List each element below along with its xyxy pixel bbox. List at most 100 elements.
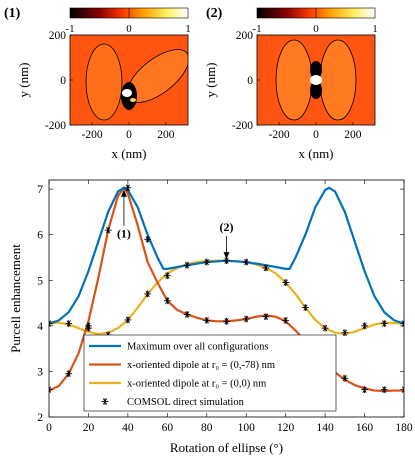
annotation-label: (2) — [220, 220, 234, 234]
comsol-marker — [400, 386, 404, 394]
comsol-marker — [104, 226, 112, 234]
ellipse-2-right — [319, 39, 357, 121]
map-1-axes: -200 0 200 200 0 -200 — [45, 30, 175, 141]
annotation-label: (1) — [117, 227, 131, 241]
x-tick-label: 20 — [83, 422, 95, 434]
colorbar-2-tick-min: -1 — [252, 23, 261, 35]
comsol-marker — [341, 329, 349, 337]
x-tick-label: 180 — [395, 422, 413, 434]
comsol-marker — [223, 317, 230, 325]
comsol-marker — [144, 290, 152, 298]
map-1-ytick-label: -200 — [45, 120, 66, 132]
comsol-marker — [49, 386, 53, 394]
map-2-ytick-label: 0 — [247, 75, 253, 87]
comsol-marker — [163, 272, 171, 280]
main-xlabel: Rotation of ellipse (°) — [170, 440, 283, 455]
colorbar-2-tick-max: 1 — [372, 23, 378, 35]
map-2-axes: -200 0 200 200 0 -200 — [232, 30, 362, 141]
x-tick-label: 0 — [46, 422, 52, 434]
comsol-marker — [361, 386, 368, 394]
comsol-marker — [49, 320, 53, 327]
comsol-marker — [301, 304, 309, 312]
map-2-ytick-label: 200 — [236, 30, 254, 42]
comsol-marker — [183, 261, 191, 269]
x-tick-label: 80 — [201, 422, 213, 434]
legend-label: x-oriented dipole at r₀ = (0,0) nm — [127, 379, 266, 390]
map-1-ylabel: y (nm) — [16, 62, 31, 97]
purcell-chart: 0 20 40 60 80 100 120 140 160 180 2 3 4 5 6 7 (1) (2) Ro… — [8, 179, 413, 455]
field-map-2 — [257, 35, 375, 125]
comsol-marker — [124, 316, 132, 324]
y-tick-label: 3 — [37, 366, 43, 378]
comsol-marker — [163, 297, 171, 305]
panel-tag-1: (1) — [4, 6, 21, 21]
map-2-ylabel: y (nm) — [203, 62, 218, 97]
hotspot-2-bright — [310, 75, 322, 85]
annotation-2: (2) — [220, 220, 234, 260]
map-2-xtick-label: 0 — [313, 129, 319, 141]
comsol-marker — [361, 322, 368, 330]
comsol-marker — [242, 315, 250, 323]
map-1-xtick-label: -200 — [82, 129, 103, 141]
map-1-xlabel: x (nm) — [111, 146, 146, 161]
x-tick-label: 60 — [162, 422, 174, 434]
x-tick-label: 120 — [277, 422, 295, 434]
comsol-marker — [282, 316, 290, 324]
comsol-marker — [380, 320, 388, 327]
annotations: (1) (2) — [117, 189, 234, 260]
comsol-marker — [262, 264, 270, 272]
legend-entry: Maximum over all configurations — [89, 342, 268, 353]
colorbar-2: -1 0 1 — [252, 7, 378, 35]
x-tick-label: 140 — [316, 422, 334, 434]
comsol-marker — [321, 324, 329, 332]
hotspot-2-dark-top — [310, 61, 322, 79]
map-2-xtick-label: 200 — [344, 129, 362, 141]
legend-marker — [101, 398, 109, 405]
colorbar-2-tick-mid: 0 — [313, 23, 319, 35]
map-2-xlabel: x (nm) — [298, 146, 333, 161]
comsol-marker — [282, 279, 290, 286]
panel-tag-2: (2) — [206, 6, 223, 21]
legend-label: x-oriented dipole at r₀ = (0,-78) nm — [127, 360, 275, 371]
comsol-marker — [183, 311, 191, 318]
map-panel-2: (2) -1 0 1 -200 0 200 200 0 -200 x (nm) y (nm… — [203, 6, 378, 161]
main-ylabel: Purcell enhancement — [8, 244, 23, 353]
comsol-marker — [65, 320, 73, 327]
map-2-xtick-label: -200 — [269, 129, 290, 141]
comsol-marker — [124, 184, 132, 192]
hotspot-1-bright — [122, 89, 132, 97]
legend: Maximum over all configurations x-oriente… — [83, 334, 337, 412]
comsol-marker — [242, 258, 250, 266]
map-1-ytick-label: 0 — [60, 75, 66, 87]
ellipse-2-left — [275, 39, 313, 121]
legend-box — [83, 334, 337, 412]
hotspot-2-dark-bottom — [310, 81, 322, 99]
y-tick-label: 5 — [37, 275, 43, 287]
legend-entry: x-oriented dipole at r₀ = (0,0) nm — [89, 379, 266, 390]
colorbar-1-tick-max: 1 — [185, 23, 191, 35]
y-tick-label: 4 — [37, 321, 43, 333]
y-tick-label: 2 — [37, 412, 43, 424]
map-2-ytick-label: -200 — [232, 120, 253, 132]
x-tick-label: 40 — [122, 422, 134, 434]
comsol-marker — [65, 370, 73, 378]
legend-entry: x-oriented dipole at r₀ = (0,-78) nm — [89, 360, 275, 371]
annotation-1: (1) — [117, 189, 131, 241]
comsol-marker — [203, 316, 211, 324]
comsol-marker — [400, 320, 404, 327]
map-1-xtick-label: 200 — [157, 129, 175, 141]
x-tick-label: 160 — [356, 422, 374, 434]
ellipse-1-left — [85, 43, 123, 121]
comsol-marker — [144, 235, 152, 243]
comsol-marker — [203, 258, 211, 266]
field-map-1 — [70, 35, 188, 125]
colorbar-1-tick-mid: 0 — [126, 23, 132, 35]
x-tick-label: 100 — [238, 422, 256, 434]
map-1-xtick-label: 0 — [126, 129, 132, 141]
y-tick-label: 7 — [37, 184, 43, 196]
comsol-marker — [262, 313, 270, 321]
map-panel-1: (1) -1 0 1 -200 0 200 200 0 -200 x (nm) y (nm… — [4, 6, 191, 161]
main-axis-ticks: 0 20 40 60 80 100 120 140 160 180 2 3 4 5 6 7 — [37, 180, 413, 434]
